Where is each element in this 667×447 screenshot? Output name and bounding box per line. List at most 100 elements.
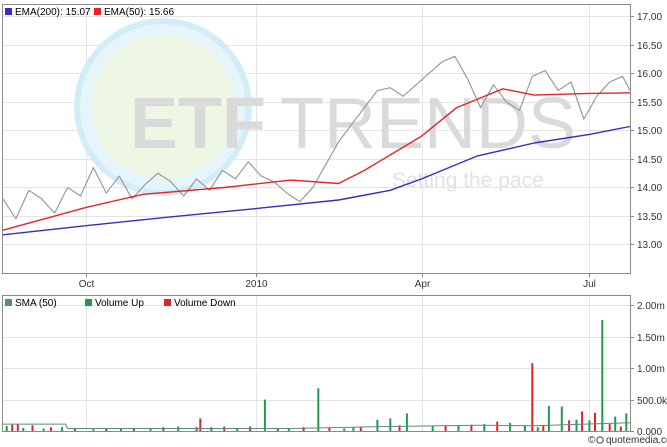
volume-up-bar (317, 388, 320, 431)
volume-down-bar (132, 427, 135, 431)
volume-up-bar (431, 426, 434, 431)
volume-up-bar (536, 427, 539, 431)
series-line-sma50 (3, 422, 631, 429)
watermark-brand-light: TRENDS (280, 84, 576, 164)
legend-swatch-volume-up (85, 299, 92, 306)
volume-gridlines (3, 296, 630, 431)
volume-down-bar (581, 411, 584, 431)
volume-down-bar (542, 425, 545, 431)
volume-up-bar (405, 413, 408, 431)
quotemedia-credit: © quotemedia.com (588, 435, 667, 446)
volume-up-bar (547, 405, 550, 431)
volume-down-bar (398, 425, 401, 431)
legend-swatch-ema200 (5, 8, 12, 15)
price-y-tick-label: 13.50 (637, 212, 662, 223)
price-series-group (2, 55, 631, 236)
volume-up-bar (352, 427, 355, 431)
volume-up-bar (625, 413, 628, 431)
volume-up-bar (560, 406, 563, 431)
price-y-tick-label: 14.50 (637, 155, 662, 166)
volume-up-bar (601, 319, 604, 431)
volume-up-bar (236, 428, 239, 431)
legend-label-sma50: SMA (50) (15, 298, 57, 309)
volume-up-bar (523, 426, 526, 431)
watermark-brand-bold: ETF (130, 84, 266, 164)
volume-down-bar (608, 424, 611, 431)
volume-up-bar (263, 399, 266, 431)
volume-up-bar (120, 428, 122, 431)
legend-label-volume-up: Volume Up (95, 298, 144, 309)
volume-down-bar (568, 420, 571, 431)
volume-up-bar (287, 427, 290, 431)
volume-bars-group (5, 319, 628, 431)
volume-y-tick-label: 500.0k (637, 396, 667, 407)
legend-swatch-ema50 (94, 8, 101, 15)
volume-up-bar (343, 428, 346, 431)
volume-up-bar (588, 420, 591, 431)
volume-y-tick-label: 1.00m (637, 364, 665, 375)
legend-label-ema200: EMA(200): 15.07 (15, 7, 91, 18)
credit-copyright: © (588, 435, 596, 446)
volume-up-bar (575, 419, 578, 431)
volume-down-bar (359, 426, 362, 431)
volume-up-bar (61, 427, 63, 431)
volume-y-tick-label: 1.50m (637, 333, 665, 344)
volume-panel (2, 295, 631, 432)
price-x-axis: Oct 2010 Apr Jul (79, 273, 596, 290)
price-x-tick-label: Oct (79, 279, 95, 290)
volume-up-bar (42, 428, 45, 431)
price-legend: EMA(200): 15.07 EMA(50): 15.66 (5, 7, 174, 18)
volume-sma-group (3, 422, 631, 429)
price-y-tick-label: 14.00 (637, 183, 662, 194)
price-y-tick-label: 16.00 (637, 69, 662, 80)
volume-up-bar (92, 429, 95, 431)
volume-y-axis: 0.000 500.0k 1.00m 1.50m 2.00m (630, 301, 667, 438)
volume-up-bar (22, 427, 25, 431)
price-y-tick-label: 15.50 (637, 98, 662, 109)
volume-up-bar (389, 418, 392, 431)
volume-down-bar (199, 418, 202, 431)
volume-down-bar (594, 412, 596, 431)
series-line-price (2, 55, 631, 220)
volume-down-bar (328, 427, 331, 431)
volume-y-tick-label: 2.00m (637, 301, 665, 312)
volume-up-bar (149, 427, 152, 431)
quotemedia-logo-icon (596, 436, 604, 444)
legend-swatch-sma50 (5, 299, 12, 306)
volume-down-bar (195, 427, 198, 431)
price-y-tick-label: 15.00 (637, 126, 662, 137)
legend-label-ema50: EMA(50): 15.66 (104, 7, 174, 18)
volume-legend: SMA (50) Volume Up Volume Down (5, 298, 236, 309)
volume-up-bar (509, 422, 512, 431)
legend-label-volume-down: Volume Down (174, 298, 236, 309)
volume-up-bar (376, 419, 379, 431)
watermark: ETF TRENDS Setting the pace (74, 18, 576, 196)
price-x-tick-label: Jul (583, 279, 596, 290)
price-x-tick-label: 2010 (245, 279, 268, 290)
volume-up-bar (614, 416, 617, 431)
volume-down-bar (496, 421, 499, 431)
volume-down-bar (105, 428, 108, 431)
watermark-tagline: Setting the pace (392, 169, 544, 192)
volume-down-bar (162, 427, 165, 431)
series-line-ema200 (2, 125, 631, 236)
volume-up-bar (457, 425, 460, 431)
price-y-tick-label: 16.50 (637, 41, 662, 52)
legend-swatch-volume-down (164, 299, 171, 306)
volume-down-bar (444, 425, 447, 431)
volume-down-bar (276, 427, 279, 431)
volume-up-bar (5, 426, 8, 431)
volume-down-bar (531, 363, 534, 431)
volume-down-bar (73, 427, 76, 431)
price-y-tick-label: 17.00 (637, 12, 662, 23)
volume-up-bar (210, 427, 213, 431)
credit-brand: quotemedia.com (606, 435, 667, 446)
volume-y-tick-label: 0.000 (637, 427, 662, 438)
series-line-ema50 (2, 88, 631, 231)
price-y-axis: 13.00 13.50 14.00 14.50 15.00 15.50 16.00 16.50… (630, 12, 662, 251)
volume-down-bar (31, 425, 34, 431)
watermark-globe-inner (91, 35, 235, 179)
volume-down-bar (11, 424, 14, 431)
price-y-tick-label: 13.00 (637, 240, 662, 251)
